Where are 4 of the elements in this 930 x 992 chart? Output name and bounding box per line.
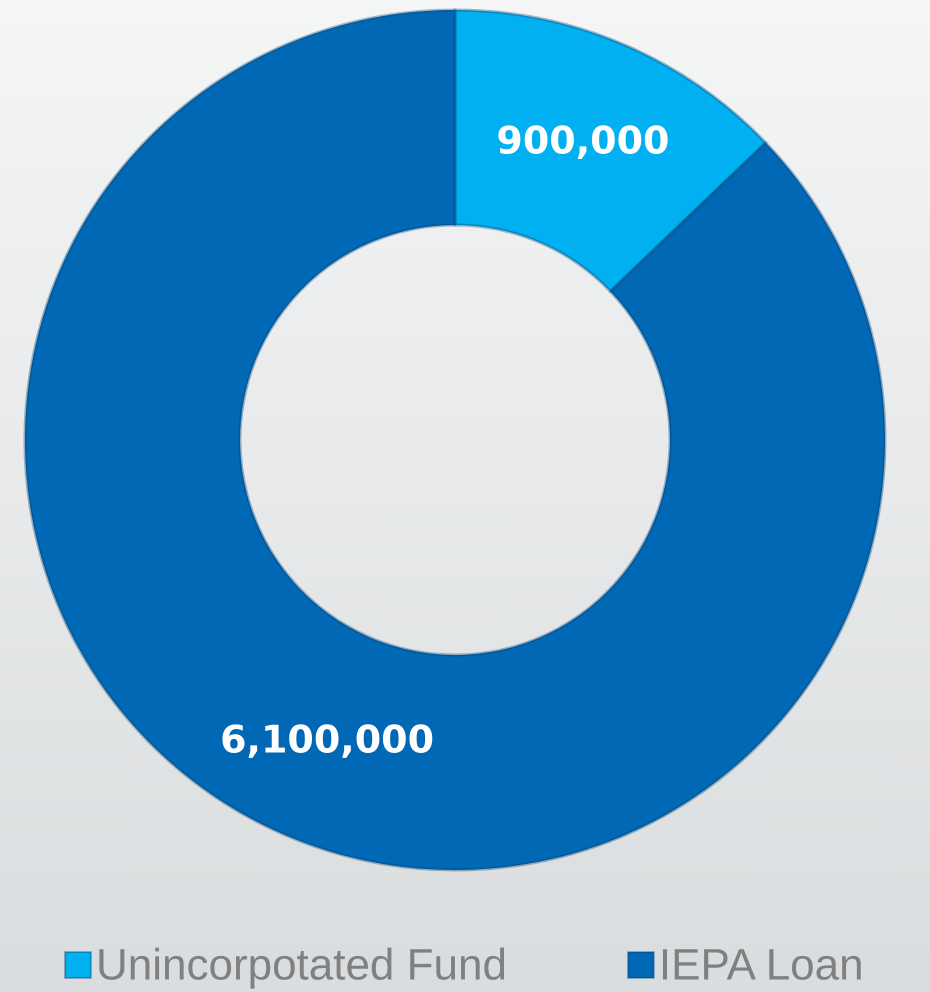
legend-label: IEPA Loan <box>658 940 864 990</box>
data-label: 6,100,000 <box>220 717 434 762</box>
legend-label: Unincorpotated Fund <box>96 940 507 990</box>
data-label: 900,000 <box>496 118 670 163</box>
